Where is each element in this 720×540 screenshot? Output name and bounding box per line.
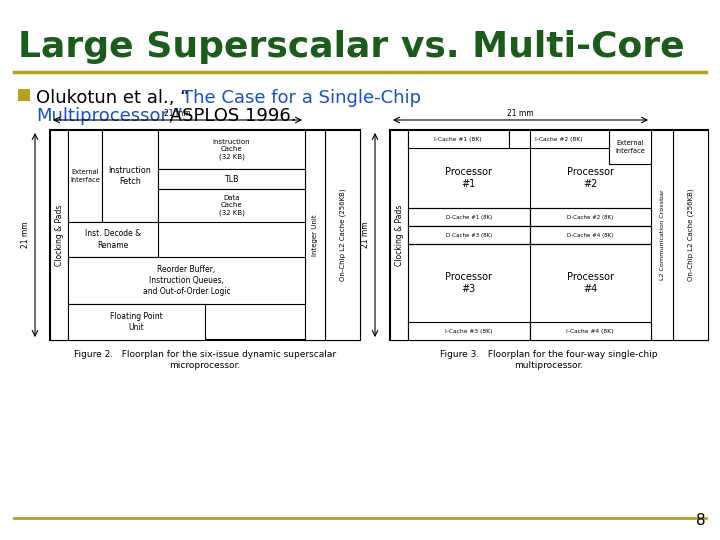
Bar [408, 130, 508, 148]
Text: On-Chip L2 Cache (256KB): On-Chip L2 Cache (256KB) [688, 188, 694, 281]
Text: 21 mm: 21 mm [22, 222, 30, 248]
Text: D-Cache #3 (8K): D-Cache #3 (8K) [446, 233, 492, 238]
Text: Processor
#3: Processor #3 [445, 272, 492, 294]
Bar [673, 130, 708, 340]
Text: External
Interface: External Interface [615, 140, 645, 154]
Bar [50, 130, 360, 340]
Text: I-Cache #4 (8K): I-Cache #4 (8K) [567, 328, 614, 334]
Text: I-Cache #3 (8K): I-Cache #3 (8K) [445, 328, 492, 334]
Bar [408, 226, 529, 244]
Bar [609, 130, 651, 164]
Text: Processor
#1: Processor #1 [445, 167, 492, 189]
Text: L2 Communication Crossbar: L2 Communication Crossbar [660, 190, 665, 280]
Text: Floating Point
Unit: Floating Point Unit [110, 312, 163, 332]
Bar [651, 130, 673, 340]
Bar [158, 130, 305, 169]
Bar [305, 130, 325, 340]
Text: I-Cache #1 (8K): I-Cache #1 (8K) [434, 137, 482, 141]
Text: 21 mm: 21 mm [507, 110, 534, 118]
Text: The Case for a Single-Chip: The Case for a Single-Chip [182, 89, 421, 107]
Text: Processor
#4: Processor #4 [567, 272, 613, 294]
Bar [158, 189, 305, 222]
Text: Instruction
Fetch: Instruction Fetch [109, 166, 151, 186]
Text: D-Cache #4 (8K): D-Cache #4 (8K) [567, 233, 613, 238]
Text: Figure 3.   Floorplan for the four-way single-chip
multiprocessor.: Figure 3. Floorplan for the four-way sin… [440, 350, 658, 370]
Text: TLB: TLB [224, 174, 239, 184]
Text: Multiprocessor,”: Multiprocessor,” [36, 107, 183, 125]
Bar [68, 130, 102, 222]
Bar [390, 130, 708, 340]
Bar [529, 226, 651, 244]
Bar [158, 169, 305, 189]
Text: Clocking & Pads: Clocking & Pads [55, 204, 63, 266]
Text: Large Superscalar vs. Multi-Core: Large Superscalar vs. Multi-Core [18, 30, 685, 64]
Bar [68, 304, 205, 340]
Text: Integer Unit: Integer Unit [312, 214, 318, 256]
Bar [325, 130, 360, 340]
Bar [68, 222, 158, 257]
Text: I-Cache #2 (8K): I-Cache #2 (8K) [535, 137, 582, 141]
Text: Processor
#2: Processor #2 [567, 167, 613, 189]
Bar [508, 130, 609, 148]
Text: ASPLOS 1996.: ASPLOS 1996. [164, 107, 297, 125]
Bar [68, 257, 305, 304]
Bar [529, 322, 651, 340]
Text: Inst. Decode &
Rename: Inst. Decode & Rename [85, 230, 141, 249]
Bar [408, 322, 529, 340]
Text: Olukotun et al., “: Olukotun et al., “ [36, 89, 189, 107]
Text: Figure 2.   Floorplan for the six-issue dynamic superscalar
microprocessor.: Figure 2. Floorplan for the six-issue dy… [74, 350, 336, 370]
Text: Data
Cache
(32 KB): Data Cache (32 KB) [219, 195, 244, 216]
Bar [390, 130, 408, 340]
Bar [102, 130, 158, 222]
Bar [408, 208, 529, 226]
Text: D-Cache #1 (8K): D-Cache #1 (8K) [446, 214, 492, 219]
Bar [18, 89, 29, 100]
Text: 21 mm: 21 mm [164, 110, 191, 118]
Bar [529, 208, 651, 226]
Text: D-Cache #2 (8K): D-Cache #2 (8K) [567, 214, 613, 219]
Text: Clocking & Pads: Clocking & Pads [395, 204, 403, 266]
Bar [50, 130, 68, 340]
Text: 21 mm: 21 mm [361, 222, 371, 248]
Text: Reorder Buffer,
Instruction Queues,
and Out-of-Order Logic: Reorder Buffer, Instruction Queues, and … [143, 265, 230, 296]
Text: External
Interface: External Interface [70, 169, 100, 183]
Text: On-Chip L2 Cache (256KB): On-Chip L2 Cache (256KB) [339, 188, 346, 281]
Text: 8: 8 [696, 513, 706, 528]
Text: Instruction
Cache
(32 KB): Instruction Cache (32 KB) [212, 139, 251, 160]
